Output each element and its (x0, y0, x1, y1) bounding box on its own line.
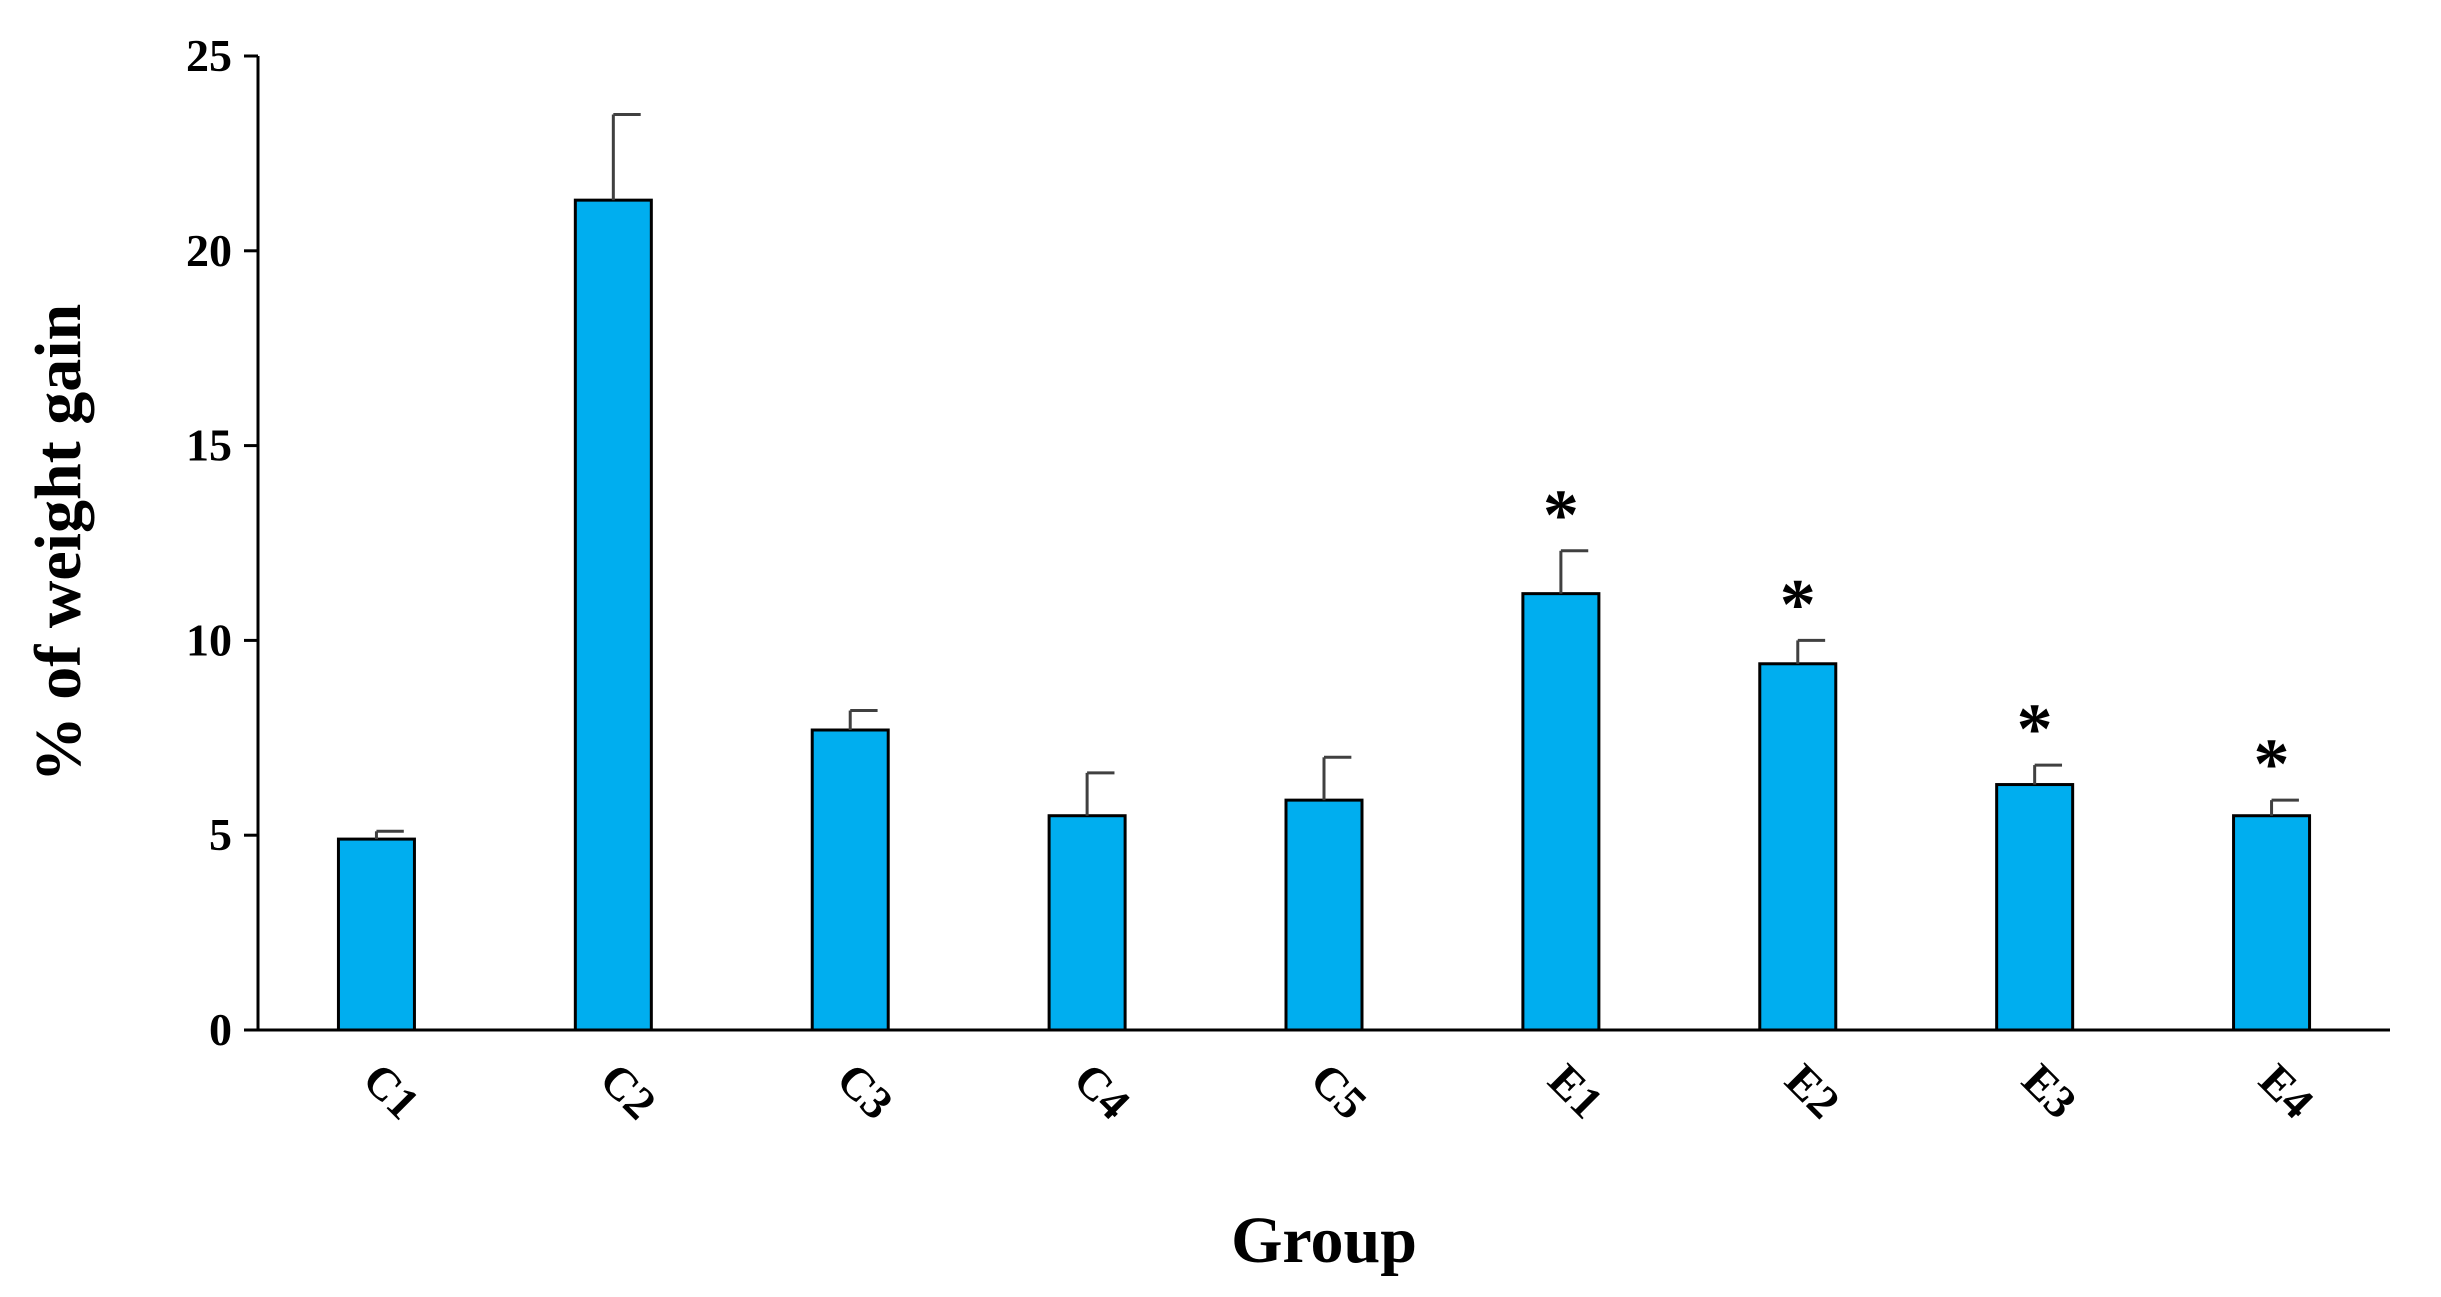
y-tick-label: 10 (186, 614, 232, 665)
significance-mark-e2: * (1780, 564, 1816, 644)
significance-mark-e4: * (2254, 724, 2290, 804)
y-tick-label: 25 (186, 30, 232, 81)
bar-c5 (1284, 798, 1364, 1032)
y-tick-label: 20 (186, 225, 232, 276)
bar-e2 (1758, 662, 1838, 1032)
error-bars-layer (374, 112, 2299, 840)
x-tick-label-e3: E3 (2013, 1054, 2087, 1128)
significance-mark-e1: * (1543, 475, 1579, 555)
y-tick-label: 15 (186, 420, 232, 471)
bar-c1 (336, 837, 416, 1032)
significance-layer: * * * * (1543, 475, 2290, 804)
bar-c3 (810, 728, 890, 1032)
x-tick-label-e2: E2 (1776, 1054, 1850, 1128)
x-axis-title: Group (1231, 1204, 1417, 1277)
y-axis-title: % of weight gain (22, 304, 95, 783)
x-tick-label-e1: E1 (1539, 1054, 1613, 1128)
x-tick-label-c1: C1 (353, 1053, 429, 1129)
bar-c4 (1047, 814, 1127, 1032)
y-ticks-layer: 0 5 10 15 20 25 (186, 30, 258, 1055)
x-tick-label-c5: C5 (1301, 1053, 1377, 1129)
y-tick-label: 0 (209, 1004, 232, 1055)
x-tick-label-c2: C2 (590, 1053, 666, 1129)
bars-layer (336, 198, 2312, 1032)
x-tick-label-c4: C4 (1064, 1053, 1140, 1129)
bar-e4 (2232, 814, 2312, 1032)
significance-mark-e3: * (2017, 689, 2053, 769)
bar-c2 (573, 198, 653, 1032)
x-ticks-layer: C1 C2 C3 C4 C5 E1 E2 E3 E4 (353, 1053, 2323, 1129)
x-tick-label-c3: C3 (827, 1053, 903, 1129)
y-tick-label: 5 (209, 809, 232, 860)
bar-e3 (1995, 783, 2075, 1032)
bar-e1 (1521, 592, 1601, 1032)
axes-layer (256, 56, 2390, 1032)
x-tick-label-e4: E4 (2250, 1054, 2324, 1128)
